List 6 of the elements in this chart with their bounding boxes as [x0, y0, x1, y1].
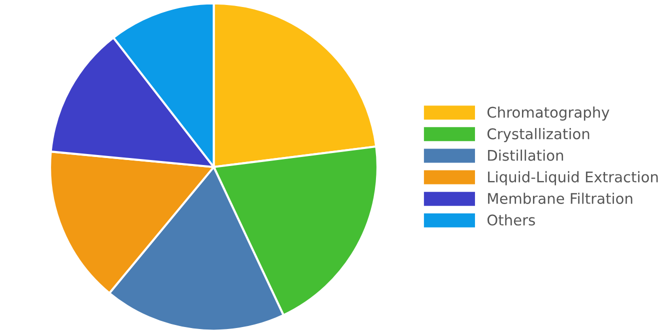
legend-label: Membrane Filtration — [488, 192, 632, 204]
legend-label: Others — [487, 214, 535, 226]
legend-label: Liquid-Liquid Extraction — [488, 171, 658, 186]
legend-label: Crystallization — [487, 128, 590, 142]
legend-label: Chromatography — [487, 106, 610, 121]
legend-label: Distillation — [488, 150, 564, 161]
